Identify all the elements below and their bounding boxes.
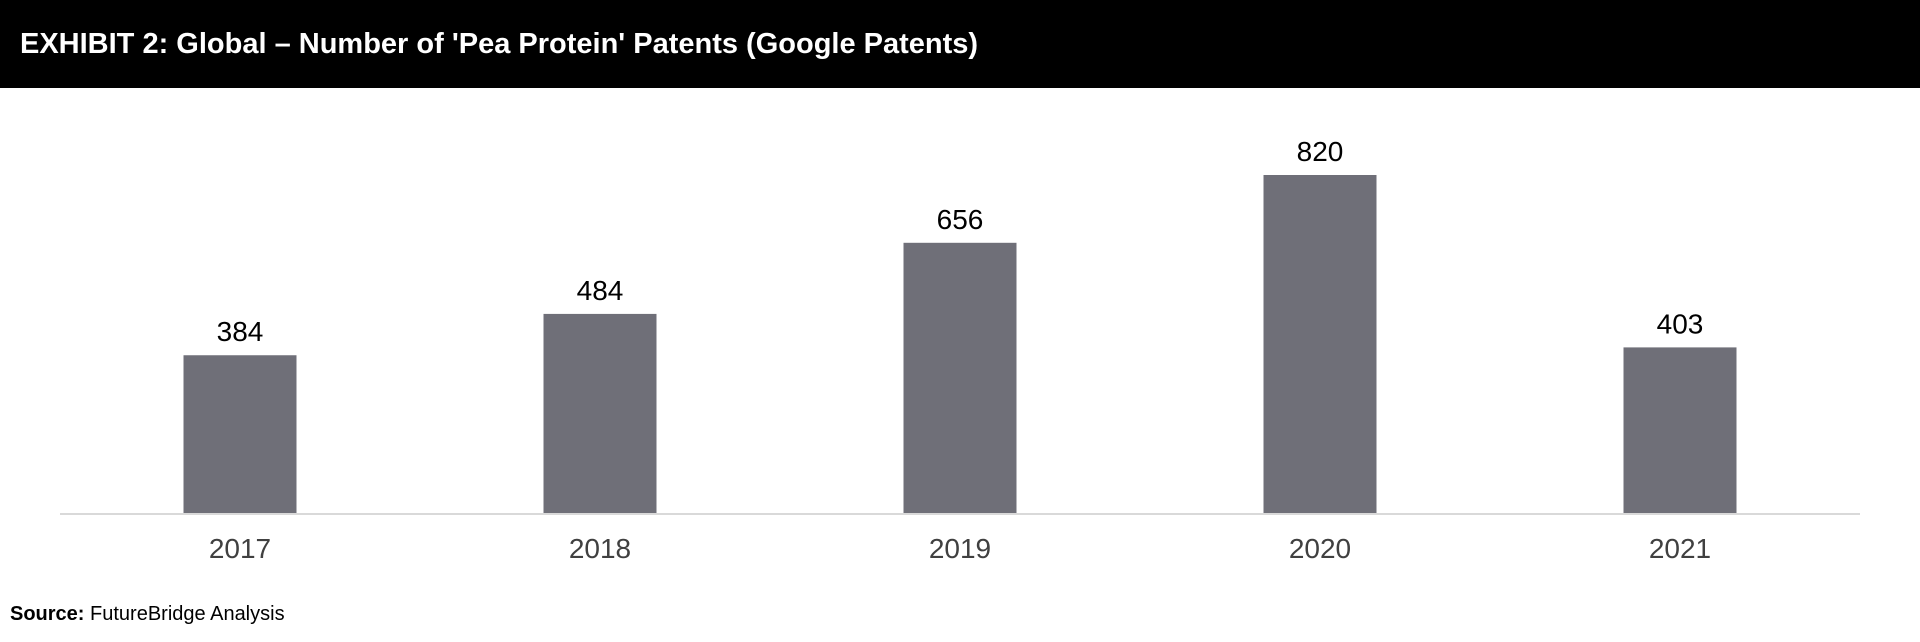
data-label-2020: 820 bbox=[1297, 136, 1344, 167]
source-label: Source: bbox=[10, 603, 85, 625]
source-note: Source: FutureBridge Analysis bbox=[10, 603, 285, 626]
x-tick-label-2020: 2020 bbox=[1289, 533, 1351, 564]
x-tick-label-2021: 2021 bbox=[1649, 533, 1711, 564]
bar-2019 bbox=[903, 242, 1017, 515]
bar-2017 bbox=[183, 355, 297, 514]
x-tick-label-2018: 2018 bbox=[569, 533, 631, 564]
data-label-2019: 656 bbox=[937, 204, 984, 235]
bar-2021 bbox=[1623, 347, 1737, 514]
data-label-2021: 403 bbox=[1657, 308, 1704, 339]
source-text: FutureBridge Analysis bbox=[90, 603, 285, 625]
bar-2020 bbox=[1263, 175, 1377, 514]
x-tick-label-2019: 2019 bbox=[929, 533, 991, 564]
data-label-2018: 484 bbox=[577, 275, 624, 306]
bar-2018 bbox=[543, 313, 657, 514]
chart-title: EXHIBIT 2: Global – Number of 'Pea Prote… bbox=[20, 28, 979, 60]
title-bar: EXHIBIT 2: Global – Number of 'Pea Prote… bbox=[0, 0, 1920, 88]
bars-group bbox=[183, 175, 1737, 515]
x-tick-label-2017: 2017 bbox=[209, 533, 271, 564]
data-labels-group: 384 484 656 820 403 bbox=[217, 136, 1704, 347]
x-tick-labels-group: 2017 2018 2019 2020 2021 bbox=[209, 533, 1711, 564]
data-label-2017: 384 bbox=[217, 316, 264, 347]
